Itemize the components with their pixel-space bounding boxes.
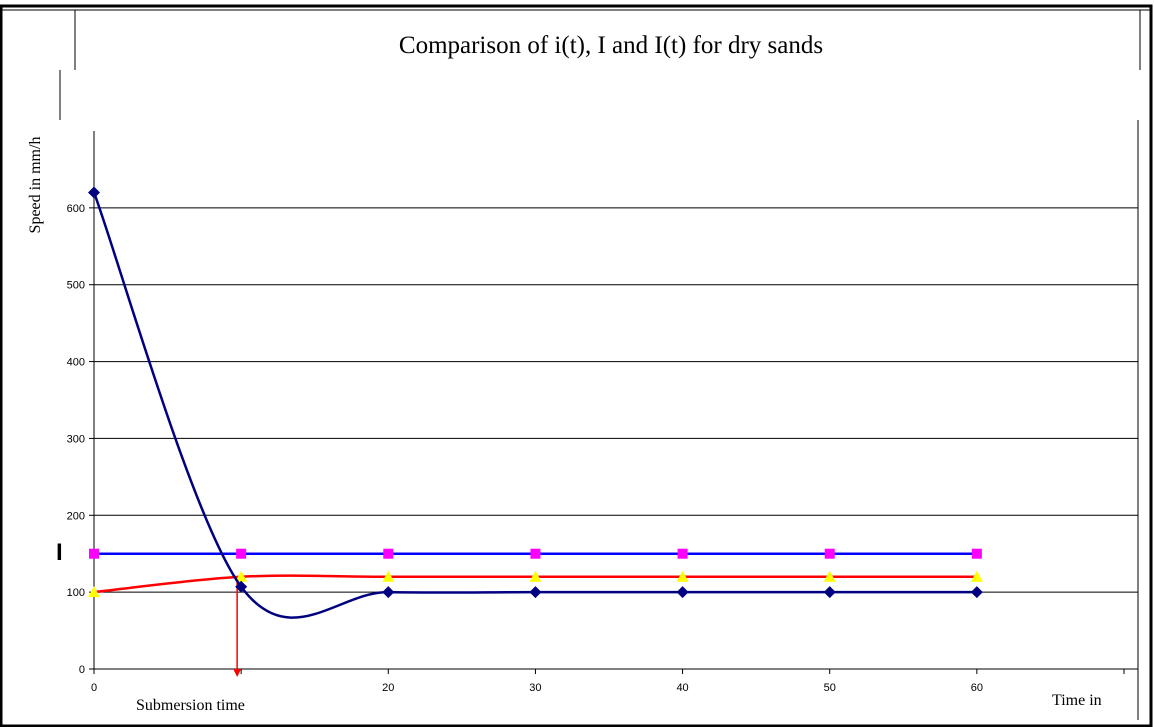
data-point-diamond: [529, 586, 542, 599]
chart-title: Comparison of i(t), I and I(t) for dry s…: [399, 32, 823, 59]
data-point-triangle: [529, 570, 542, 582]
series-it-line: [92, 192, 977, 619]
chart-border: [0, 4, 1153, 727]
data-point-square: [971, 548, 982, 559]
x-tick-label: 30: [529, 682, 541, 694]
data-point-triangle: [88, 586, 100, 598]
data-point-triangle: [970, 570, 983, 582]
submersion-time-arrow: [233, 669, 242, 677]
y-axis-label: Speed in mm/h: [27, 137, 44, 234]
data-point-square: [677, 548, 688, 559]
x-tick-label: 60: [971, 682, 983, 694]
x-tick-label: 20: [382, 682, 394, 694]
plot-area: 0 100 200 300 400 500 600 0 20 30 40 50 60: [67, 131, 1138, 694]
left-marker-label: I: [56, 539, 63, 566]
data-point-triangle: [235, 570, 248, 582]
data-point-square: [236, 548, 247, 559]
data-point-triangle: [823, 570, 836, 582]
y-tick-label: 500: [67, 280, 85, 292]
x-axis-label: Time in: [1052, 692, 1102, 709]
x-tick-label: 50: [824, 682, 836, 694]
x-tick-label: 40: [676, 682, 688, 694]
x-tick-label: 0: [91, 682, 97, 694]
y-tick-label: 300: [67, 433, 85, 445]
data-point-square: [383, 548, 394, 559]
data-point-diamond: [970, 586, 983, 599]
data-point-triangle: [676, 570, 689, 582]
data-point-square: [89, 548, 99, 559]
y-tick-label: 600: [67, 203, 85, 215]
y-tick-label: 400: [67, 357, 85, 369]
data-point-diamond: [88, 186, 100, 199]
data-point-diamond: [235, 580, 248, 593]
y-tick-label: 100: [67, 587, 85, 599]
data-point-triangle: [382, 570, 395, 582]
data-point-diamond: [382, 586, 395, 599]
data-point-square: [824, 548, 835, 559]
submersion-time-label: Submersion time: [136, 697, 245, 714]
data-point-diamond: [676, 586, 689, 599]
y-tick-label: 200: [67, 510, 85, 522]
data-point-diamond: [823, 586, 836, 599]
data-point-square: [530, 548, 541, 559]
y-tick-label: 0: [79, 664, 85, 676]
